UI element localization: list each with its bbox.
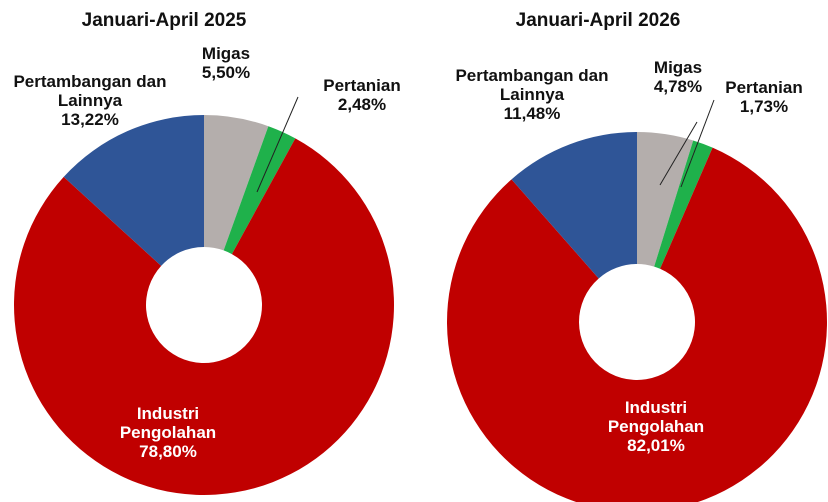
chart-title: Januari-April 2025	[81, 10, 247, 31]
slice-category: Industri Pengolahan	[119, 404, 217, 442]
slice-value-label: 1,73%	[739, 97, 789, 116]
slice-value-label: 4,78%	[653, 77, 703, 96]
slice-category: Migas	[653, 58, 703, 77]
donut-slice	[204, 115, 269, 251]
slice-value-label: 13,22%	[61, 110, 119, 129]
slice-category: Pertanian	[725, 78, 803, 97]
slice-category: Industri Pengolahan	[607, 398, 705, 436]
donut-slice	[654, 140, 713, 269]
slice-category: Pertambangan dan Lainnya	[455, 66, 609, 104]
slice-category: Migas	[201, 44, 251, 63]
donut-slice	[223, 126, 296, 255]
slice-category: Pertambangan dan Lainnya	[13, 72, 167, 110]
donut-slice	[511, 132, 637, 279]
donut-slice	[63, 115, 204, 266]
donut-slice	[13, 138, 395, 495]
slice-value-label: 2,48%	[337, 95, 387, 114]
leader-line	[680, 99, 715, 188]
slice-value-label: 78,80%	[139, 442, 197, 461]
slice-value-label: 11,48%	[503, 104, 561, 123]
donut-slice	[637, 132, 694, 267]
slice-value-label: 5,50%	[201, 63, 251, 82]
slice-category: Pertanian	[323, 76, 401, 95]
donut-slice	[447, 147, 827, 502]
leader-line	[256, 96, 299, 193]
chart-title: Januari-April 2026	[515, 10, 681, 31]
leader-line	[659, 121, 698, 186]
slice-value-label: 82,01%	[627, 436, 685, 455]
